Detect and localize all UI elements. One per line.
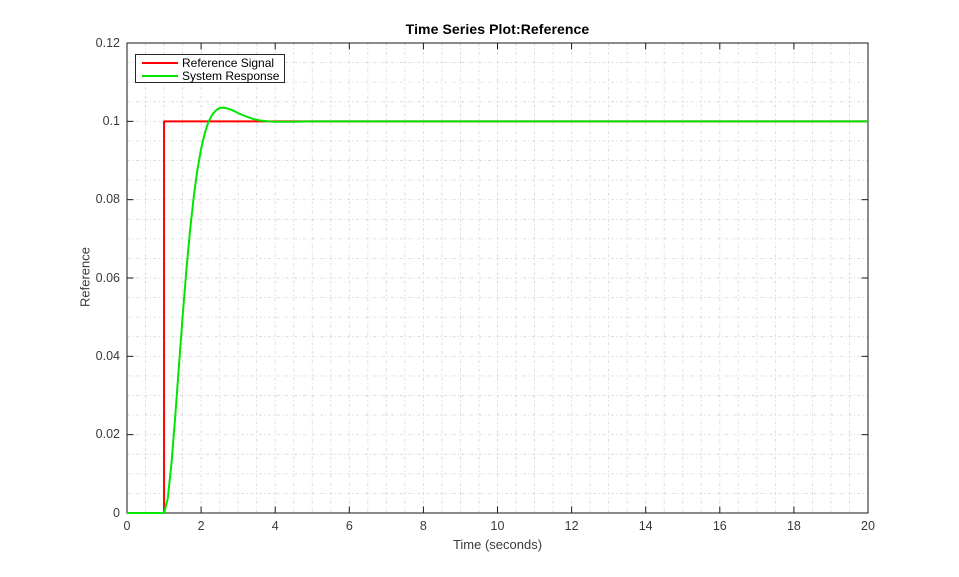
x-tick-label: 8 <box>419 519 427 533</box>
y-tick-label: 0 <box>113 505 120 520</box>
x-tick-label: 2 <box>197 519 205 533</box>
y-tick-label: 0.12 <box>95 35 120 50</box>
y-axis-label: Reference <box>77 247 93 307</box>
x-tick-label: 16 <box>712 519 727 533</box>
legend-entry-reference-signal: Reference Signal <box>142 55 280 70</box>
y-tick-label: 0.06 <box>95 270 120 285</box>
series-line-system-response <box>127 106 868 514</box>
y-tick-label: 0.08 <box>95 192 120 207</box>
legend-label: Reference Signal <box>182 55 275 70</box>
x-tick-label: 20 <box>861 519 875 533</box>
y-tick-label: 0.02 <box>95 427 120 442</box>
x-tick-label: 12 <box>564 519 579 533</box>
chart-title: Time Series Plot:Reference <box>405 21 590 37</box>
legend-label: System Response <box>182 68 280 83</box>
x-tick-label: 18 <box>786 519 801 533</box>
y-tick-label: 0.04 <box>95 348 120 363</box>
legend-line-sample-response <box>142 74 178 77</box>
x-tick-label: 14 <box>638 519 653 533</box>
x-tick-label: 10 <box>490 519 505 533</box>
legend-entry-system-response: System Response <box>142 68 280 83</box>
x-tick-label: 0 <box>123 519 131 533</box>
legend: Reference Signal System Response <box>135 54 285 83</box>
legend-line-sample-reference <box>142 61 178 64</box>
x-axis-label: Time (seconds) <box>452 537 543 552</box>
x-tick-label: 4 <box>271 519 279 533</box>
y-tick-label: 0.1 <box>102 113 120 128</box>
x-tick-label: 6 <box>345 519 353 533</box>
